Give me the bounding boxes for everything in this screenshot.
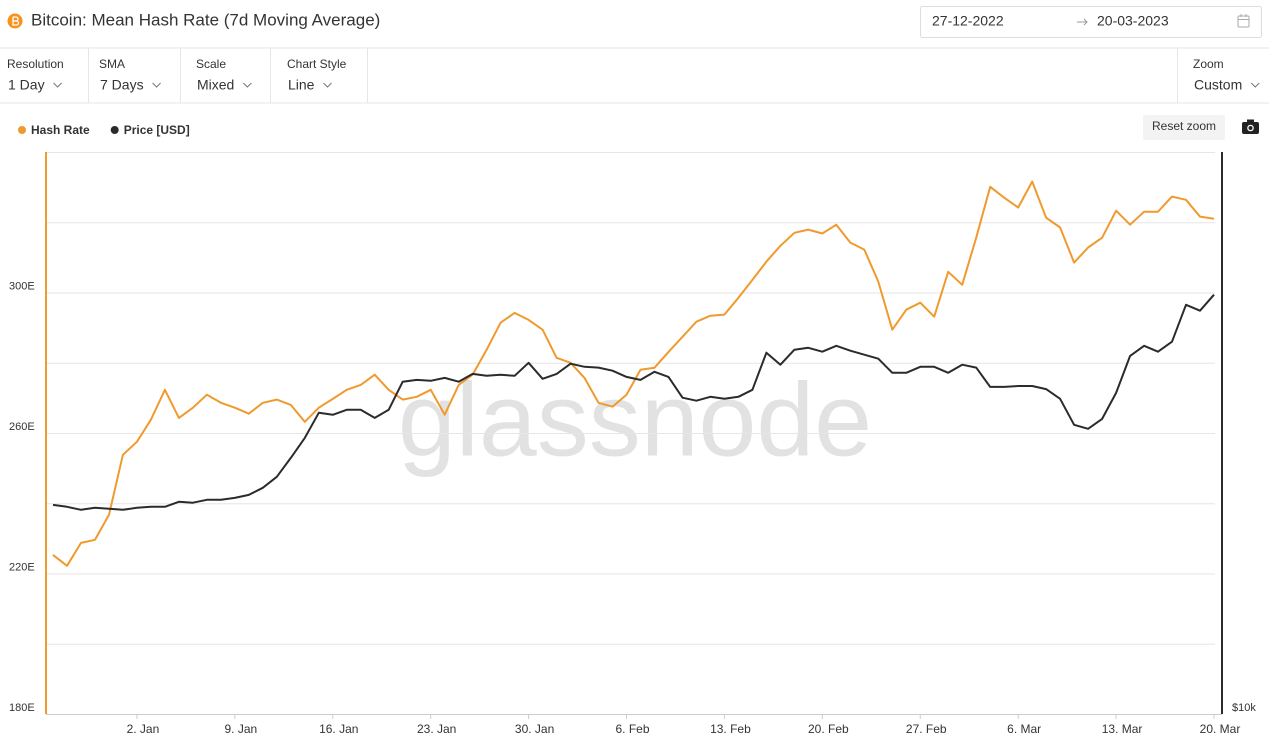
legend-marker (18, 126, 26, 134)
x-tick-label: 23. Jan (417, 722, 456, 736)
control-value[interactable]: Line (288, 77, 315, 93)
page-title: Bitcoin: Mean Hash Rate (7d Moving Avera… (31, 10, 380, 29)
watermark: glassnode (398, 362, 872, 478)
calendar-icon[interactable] (1237, 14, 1250, 28)
y-tick-label: 180E (9, 702, 35, 714)
control-label: Resolution (7, 57, 64, 71)
x-tick-label: 13. Mar (1102, 722, 1143, 736)
reset-zoom-button[interactable] (1143, 115, 1225, 140)
x-tick-label: 13. Feb (710, 722, 751, 736)
range-arrow (1077, 18, 1088, 26)
x-tick-label: 20. Feb (808, 722, 849, 736)
date-range-picker[interactable] (920, 6, 1262, 38)
series-line (52, 180, 1215, 567)
x-tick-label: 30. Jan (515, 722, 554, 736)
legend-label[interactable]: Hash Rate (31, 123, 90, 137)
chevron (323, 82, 332, 88)
x-tick-label: 20. Mar (1200, 722, 1241, 736)
legend-marker (110, 126, 119, 134)
x-tick-label: 9. Jan (224, 722, 257, 736)
camera-icon[interactable] (1242, 119, 1259, 135)
x-tick-label: 27. Feb (906, 722, 947, 736)
control-value[interactable]: Mixed (197, 77, 234, 93)
y-tick-label: 260E (9, 421, 35, 433)
control-label: Scale (196, 57, 226, 71)
chevron (152, 82, 161, 88)
y-tick-label: 220E (9, 561, 35, 573)
chevron (53, 82, 62, 88)
x-tick-label: 2. Jan (127, 722, 160, 736)
x-tick-label: 6. Feb (615, 722, 649, 736)
date-from[interactable]: 27-12-2022 (932, 13, 1004, 29)
x-tick-label: 16. Jan (319, 722, 358, 736)
control-value[interactable]: 7 Days (100, 77, 144, 93)
control-label: Zoom (1193, 57, 1224, 71)
legend-label[interactable]: Price [USD] (124, 123, 190, 137)
control-label: SMA (99, 57, 125, 71)
y2-tick-label: $10k (1232, 702, 1256, 714)
chart: glassnode 180E 220E 260E 300E $10k 2. Jan 9. Ja… (9, 152, 1256, 736)
series-line (52, 294, 1215, 511)
y-tick-label: 300E (9, 280, 35, 292)
date-to[interactable]: 20-03-2023 (1097, 13, 1169, 29)
chevron (1250, 82, 1260, 88)
bitcoin-glyph (12, 16, 20, 26)
x-tick-label: 6. Mar (1007, 722, 1041, 736)
reset-zoom-label[interactable]: Reset zoom (1152, 119, 1216, 133)
control-value[interactable]: Custom (1194, 77, 1242, 93)
control-value[interactable]: 1 Day (8, 77, 45, 93)
control-label: Chart Style (287, 57, 347, 71)
toolbar-separators (88, 48, 1178, 103)
chevron (243, 82, 252, 88)
